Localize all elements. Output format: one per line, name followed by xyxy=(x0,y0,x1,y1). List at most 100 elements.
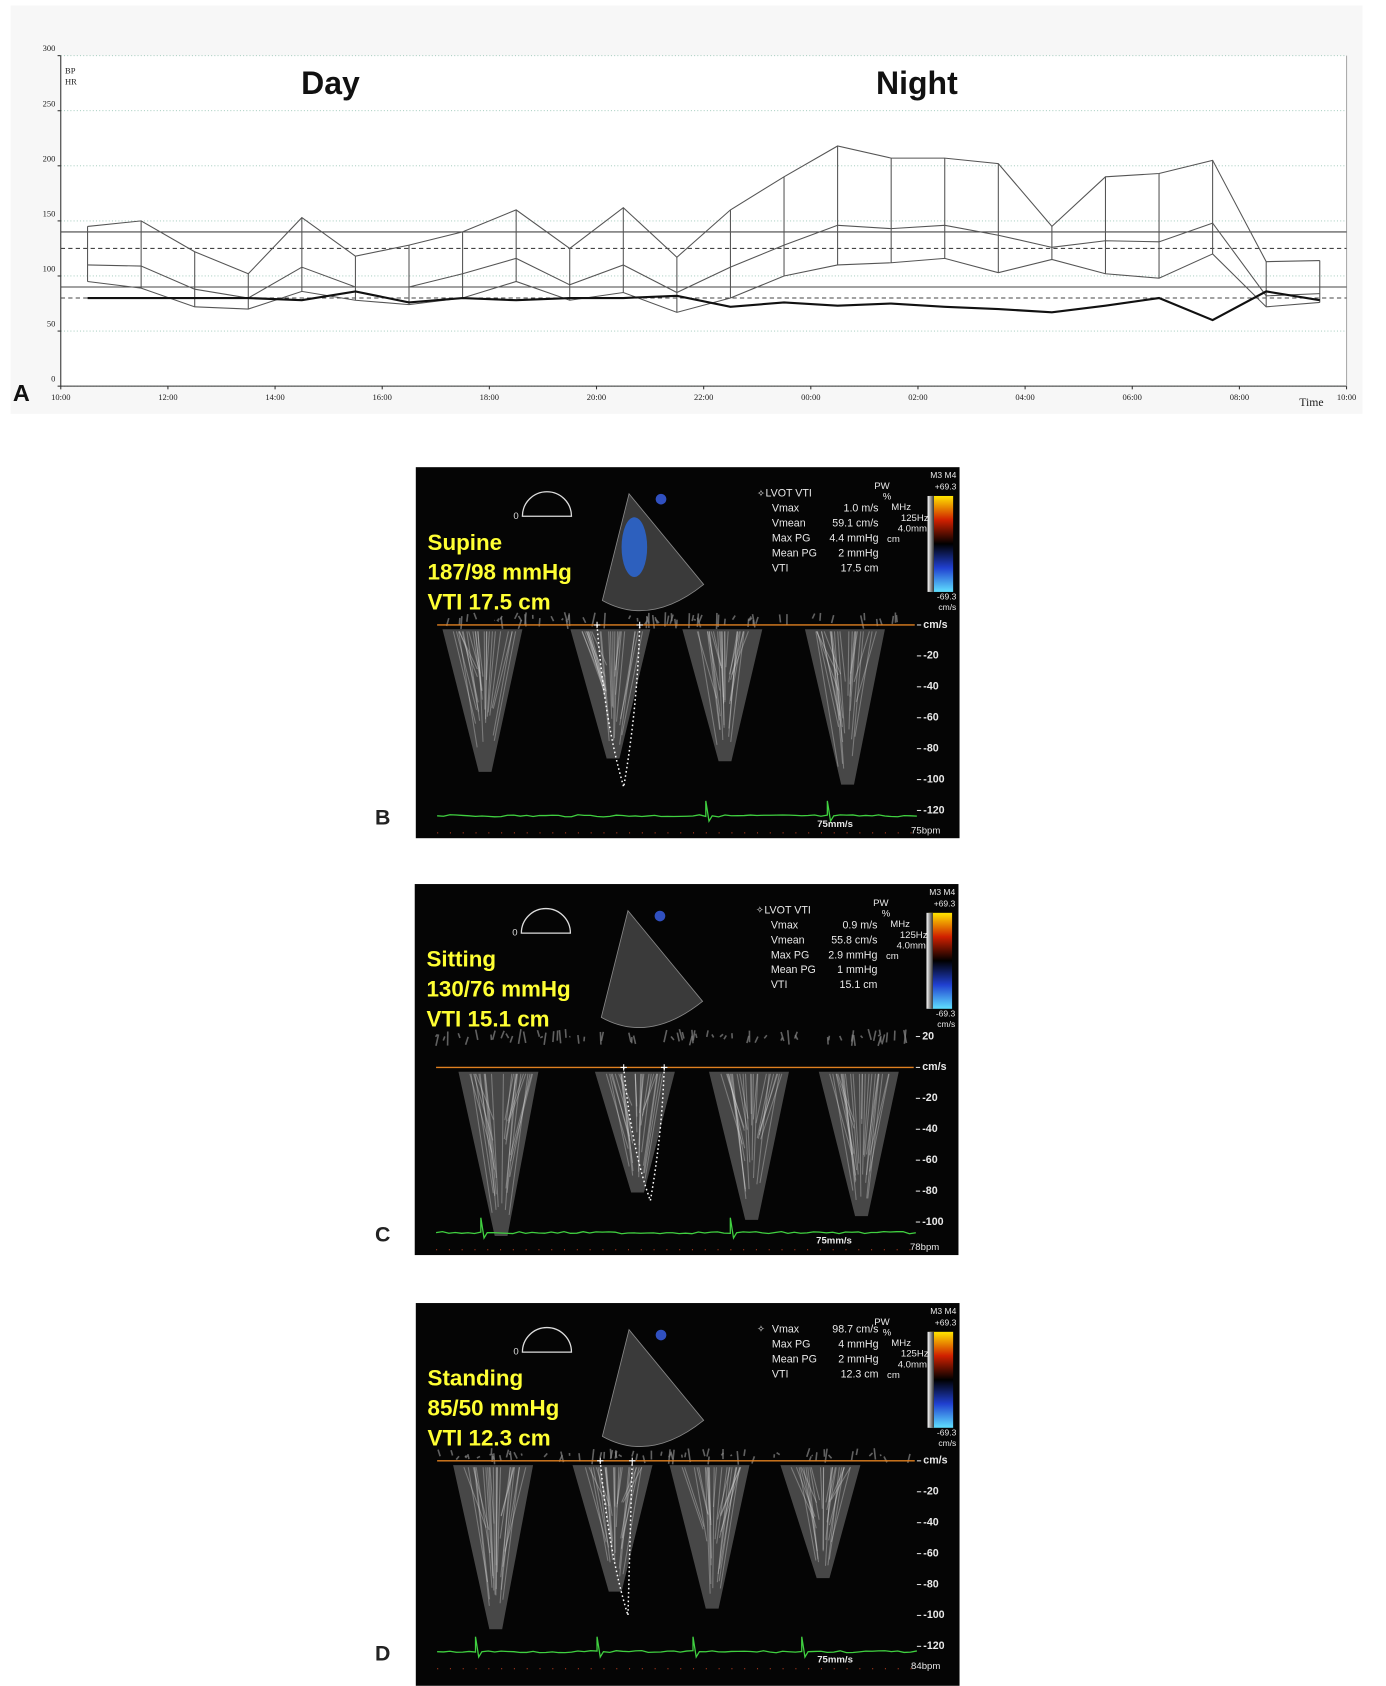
measure-heading: LVOT VTI xyxy=(765,488,811,500)
y-tick-label: 100 xyxy=(43,264,56,274)
x-tick-label: 14:00 xyxy=(265,392,284,402)
spectral-noise xyxy=(562,619,564,620)
panel-label: A xyxy=(13,380,30,406)
echo-panel: D0Standing85/50 mmHgVTI 12.3 cm✧Vmax98.7… xyxy=(375,1303,959,1686)
overlay-text: Supine xyxy=(428,530,503,555)
probe-info: 4.0mm xyxy=(898,524,927,535)
spectral-noise xyxy=(879,1030,880,1036)
x-tick-label: 22:00 xyxy=(694,392,713,402)
scale-label: cm/s xyxy=(923,619,947,631)
doppler-speckle xyxy=(484,631,485,709)
probe-info: cm xyxy=(887,1370,900,1381)
measure-name: Max PG xyxy=(771,949,810,961)
measure-name: Mean PG xyxy=(771,964,816,976)
figure: 05010015020025030010:0012:0014:0016:0018… xyxy=(0,0,1386,1686)
measure-name: Vmax xyxy=(771,919,799,931)
overlay-text: VTI 17.5 cm xyxy=(428,590,551,615)
spectral-noise xyxy=(829,1036,830,1041)
measure-bullet: ✧ xyxy=(757,488,765,499)
color-bar-label: M3 M4 xyxy=(930,1306,956,1316)
spectral-noise xyxy=(748,619,749,627)
measure-value: 1 mmHg xyxy=(837,964,877,976)
overlay-text: VTI 12.3 cm xyxy=(428,1425,551,1450)
spectral-noise xyxy=(780,614,781,622)
panel-label: B xyxy=(375,806,390,830)
spectral-noise xyxy=(682,1455,683,1458)
spectral-noise xyxy=(689,613,690,628)
scale-label: -80 xyxy=(923,1578,938,1590)
measure-value: 2 mmHg xyxy=(838,1353,878,1365)
echo-panel: B0Supine187/98 mmHgVTI 17.5 cmLVOT VTI✧V… xyxy=(375,467,959,838)
scale-label: cm/s xyxy=(923,1455,947,1467)
spectral-noise xyxy=(498,619,499,620)
measure-name: Vmax xyxy=(772,503,800,515)
measure-name: VTI xyxy=(772,562,789,574)
probe-info: 4.0mm xyxy=(898,1359,927,1370)
scale-label: -20 xyxy=(923,1486,938,1498)
spectral-noise xyxy=(578,1035,579,1044)
x-tick-label: 00:00 xyxy=(801,392,820,402)
spectral-noise xyxy=(820,613,821,621)
measure-name: Vmean xyxy=(772,517,806,529)
color-bar-label: cm/s xyxy=(938,602,956,612)
probe-info: PW xyxy=(873,898,888,909)
spectral-noise xyxy=(490,1454,491,1455)
scale-label: -100 xyxy=(923,773,944,785)
measure-value: 59.1 cm/s xyxy=(832,517,878,529)
probe-marker xyxy=(655,911,666,922)
scale-label: -80 xyxy=(922,1185,937,1197)
heart-rate: 84bpm xyxy=(911,1661,940,1672)
measure-name: VTI xyxy=(771,979,788,991)
probe-info: MHz xyxy=(891,1338,911,1349)
measure-bullet: ✧ xyxy=(756,905,764,916)
spectral-noise xyxy=(510,1451,511,1460)
scale-label: cm/s xyxy=(922,1061,946,1073)
icon-zero: 0 xyxy=(513,511,518,522)
scale-label: -20 xyxy=(923,650,938,662)
probe-info: 4.0mm xyxy=(897,940,926,951)
x-tick-label: 10:00 xyxy=(1337,392,1356,402)
page: {"chart_data": {"type": "line", "panel_l… xyxy=(0,0,1386,1686)
x-tick-label: 20:00 xyxy=(587,392,606,402)
color-bar-label: cm/s xyxy=(938,1438,956,1448)
gray-bar xyxy=(928,1332,934,1428)
x-tick-label: 02:00 xyxy=(908,392,927,402)
spectral-noise xyxy=(892,616,893,624)
measure-value: 98.7 cm/s xyxy=(832,1324,878,1336)
color-bar-label: -69.3 xyxy=(937,1427,957,1437)
measure-name: VTI xyxy=(772,1368,789,1380)
color-flow xyxy=(622,517,648,577)
color-bar-label: M3 M4 xyxy=(929,887,955,897)
scale-label: -60 xyxy=(923,712,938,724)
panel-label: D xyxy=(375,1642,390,1666)
scale-label: -100 xyxy=(922,1216,943,1228)
overlay-text: Standing xyxy=(428,1366,524,1391)
color-bar-label: -69.3 xyxy=(936,1008,956,1018)
spectral-noise xyxy=(461,616,462,629)
scale-label: -40 xyxy=(923,1516,938,1528)
scale-label: -80 xyxy=(923,742,938,754)
spectral-noise xyxy=(744,1449,745,1456)
measure-value: 1.0 m/s xyxy=(844,503,879,515)
probe-info: 125Hz xyxy=(901,1349,929,1360)
spectral-noise xyxy=(812,1455,813,1456)
x-tick-label: 18:00 xyxy=(480,392,499,402)
measure-value: 12.3 cm xyxy=(841,1368,879,1380)
measure-name: Vmean xyxy=(771,934,805,946)
measure-name: Vmax xyxy=(772,1324,800,1336)
x-tick-label: 12:00 xyxy=(158,392,177,402)
measure-heading: LVOT VTI xyxy=(764,905,810,917)
spectral-noise xyxy=(467,614,468,622)
probe-info: PW xyxy=(874,481,889,492)
spectral-noise xyxy=(604,613,605,629)
x-axis-label: Time xyxy=(1299,396,1323,409)
gray-bar xyxy=(928,496,934,592)
measure-value: 55.8 cm/s xyxy=(831,934,877,946)
doppler-speckle xyxy=(862,1074,863,1124)
annotation: Day xyxy=(301,65,360,101)
spectral-noise xyxy=(610,1449,611,1458)
color-bar-label: +69.3 xyxy=(935,482,957,492)
measure-bullet: ✧ xyxy=(757,1324,765,1335)
y-tick-label: 50 xyxy=(47,319,56,329)
